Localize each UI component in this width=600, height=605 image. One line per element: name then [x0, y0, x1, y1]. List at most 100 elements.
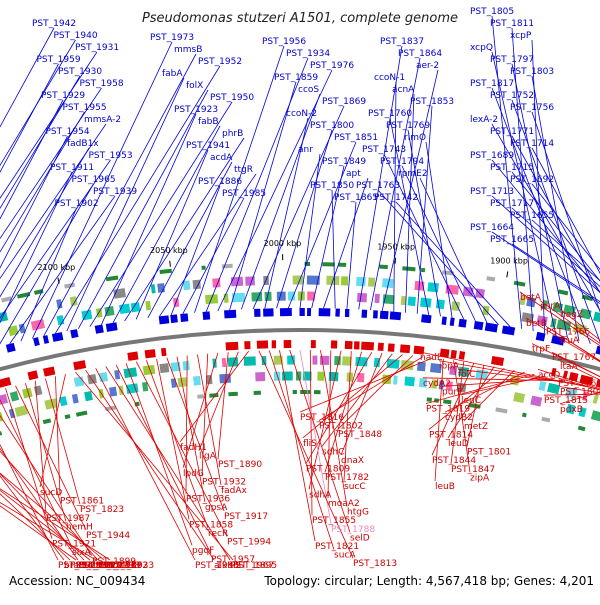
gene-label-plus[interactable]: PST_1689 — [470, 151, 514, 161]
gene-label-plus[interactable]: fadB1x — [67, 139, 99, 149]
gene-label-plus[interactable]: PST_1859 — [274, 73, 318, 83]
gene-label-plus[interactable]: PST_1956 — [262, 37, 306, 47]
gene-label-plus[interactable]: PST_1665 — [490, 235, 534, 245]
gene-label-plus[interactable]: PST_1742 — [374, 193, 418, 203]
gene-label-plus[interactable]: PST_1760 — [368, 109, 412, 119]
gene-label-plus[interactable]: PST_1752 — [490, 91, 534, 101]
gene-label-plus[interactable]: PST_1931 — [75, 43, 119, 53]
gene-label-plus[interactable]: PST_1715 — [490, 163, 534, 173]
gene-label-plus[interactable]: ccoN-2 — [286, 109, 317, 119]
gene-label-plus[interactable]: PST_1837 — [380, 37, 424, 47]
gene-label-minus[interactable]: nagZ — [560, 310, 583, 320]
gene-label-plus[interactable]: PST_1805 — [470, 7, 514, 17]
gene-label-plus[interactable]: lexA-2 — [470, 115, 498, 125]
gene-label-plus[interactable]: PST_1911 — [50, 163, 94, 173]
gene-label-minus[interactable]: ltaA — [560, 362, 579, 372]
gene-label-plus[interactable]: PST_1692 — [510, 175, 554, 185]
gene-label-plus[interactable]: mmsA-2 — [84, 115, 121, 125]
gene-label-plus[interactable]: rimO — [404, 133, 426, 143]
gene-label-plus[interactable]: PST_1713 — [470, 187, 514, 197]
gene-label-plus[interactable]: ccoN-1 — [374, 73, 405, 83]
gene-label-minus[interactable]: ligA — [199, 452, 217, 462]
gene-label-plus[interactable]: PST_1950 — [210, 93, 254, 103]
gene-label-plus[interactable]: PST_1929 — [41, 91, 85, 101]
gene-label-plus[interactable]: apt — [346, 169, 361, 179]
gene-label-minus[interactable]: pdxB — [560, 405, 583, 415]
gene-label-plus[interactable]: PST_1851 — [334, 133, 378, 143]
gene-label-plus[interactable]: fabA — [162, 69, 183, 79]
gene-label-plus[interactable]: ccoS — [298, 85, 319, 95]
gene-label-minus[interactable]: PST_1890 — [218, 460, 262, 470]
gene-label-plus[interactable]: PST_1794 — [380, 157, 424, 167]
gene-label-plus[interactable]: rpmE2 — [398, 169, 428, 179]
gene-label-plus[interactable]: phrB — [222, 129, 243, 139]
gene-label-plus[interactable]: PST_1923 — [174, 105, 218, 115]
gene-label-minus[interactable]: sucC — [344, 482, 366, 492]
gene-label-plus[interactable]: PST_1756 — [510, 103, 554, 113]
gene-label-plus[interactable]: PST_1941 — [186, 141, 230, 151]
gene-label-plus[interactable]: PST_1958 — [80, 79, 124, 89]
gene-label-plus[interactable]: PST_1955 — [63, 103, 107, 113]
gene-label-plus[interactable]: PST_1800 — [310, 121, 354, 131]
gene-label-plus[interactable]: PST_1803 — [510, 67, 554, 77]
gene-label-minus[interactable]: PST_1895 — [233, 561, 277, 571]
gene-label-plus[interactable]: PST_1985 — [222, 189, 266, 199]
gene-label-minus[interactable]: sixA — [72, 548, 92, 558]
gene-label-minus[interactable]: ibpA — [439, 362, 460, 372]
gene-label-minus[interactable]: leuB — [435, 482, 455, 492]
gene-label-plus[interactable]: PST_1717 — [490, 199, 534, 209]
gene-label-plus[interactable]: xcpQ — [470, 43, 493, 53]
gene-label-plus[interactable]: PST_1817 — [470, 79, 514, 89]
gene-label-plus[interactable]: PST_1865 — [334, 193, 378, 203]
gene-label-plus[interactable]: folX — [186, 81, 203, 91]
gene-label-plus[interactable]: PST_1902 — [55, 199, 99, 209]
gene-label-plus[interactable]: mmsB — [174, 45, 202, 55]
gene-label-plus[interactable]: acdA — [210, 153, 233, 163]
gene-label-plus[interactable]: aer-2 — [416, 61, 439, 71]
gene-label-plus[interactable]: PST_1763 — [356, 181, 400, 191]
gene-label-plus[interactable]: PST_1959 — [37, 55, 81, 65]
gene-label-minus[interactable]: PST_1938 — [96, 561, 140, 571]
gene-label-plus[interactable]: PST_1886 — [198, 177, 242, 187]
gene-label-minus[interactable]: PST_1848 — [338, 430, 382, 440]
gene-label-plus[interactable]: acnA — [392, 85, 415, 95]
gene-label-minus[interactable]: trpF — [532, 345, 550, 355]
gene-label-plus[interactable]: PST_1853 — [410, 97, 454, 107]
gene-label-plus[interactable]: PST_1811 — [490, 19, 534, 29]
gene-label-plus[interactable]: xcpP — [510, 31, 532, 41]
gene-label-minus[interactable]: lpdG — [183, 469, 204, 479]
gene-label-plus[interactable]: PST_1869 — [322, 97, 366, 107]
gene-label-minus[interactable]: sucD — [40, 488, 62, 498]
gene-label-plus[interactable]: ttgR — [234, 165, 253, 175]
gene-label-plus[interactable]: PST_1934 — [286, 49, 330, 59]
gene-label-plus[interactable]: PST_1976 — [310, 61, 354, 71]
gene-label-plus[interactable]: PST_1714 — [510, 139, 554, 149]
gene-label-plus[interactable]: fabB — [198, 117, 219, 127]
gene-label-plus[interactable]: PST_1769 — [386, 121, 430, 131]
gene-label-plus[interactable]: PST_1864 — [398, 49, 442, 59]
gene-label-minus[interactable]: betA — [520, 293, 542, 303]
gene-label-plus[interactable]: PST_1939 — [93, 187, 137, 197]
gene-label-plus[interactable]: PST_1850 — [310, 181, 354, 191]
gene-label-minus[interactable]: psrA — [540, 302, 561, 312]
gene-label-minus[interactable]: truA — [560, 336, 580, 346]
gene-label-plus[interactable]: PST_1942 — [32, 19, 76, 29]
gene-label-plus[interactable]: anr — [298, 145, 313, 155]
gene-label-plus[interactable]: PST_1973 — [150, 33, 194, 43]
gene-label-plus[interactable]: PST_1771 — [490, 127, 534, 137]
gene-label-minus[interactable]: betB — [526, 319, 547, 329]
gene-label-minus[interactable]: leuD — [448, 439, 469, 449]
gene-label-minus[interactable]: PST_1813 — [353, 559, 397, 569]
gene-label-minus[interactable]: PST_1994 — [227, 538, 271, 548]
gene-label-plus[interactable]: PST_1940 — [54, 31, 98, 41]
gene-label-plus[interactable]: PST_1743 — [362, 145, 406, 155]
gene-label-plus[interactable]: PST_1954 — [46, 127, 90, 137]
gene-label-plus[interactable]: PST_1953 — [89, 151, 133, 161]
gene-label-minus[interactable]: folC — [458, 370, 475, 380]
gene-label-plus[interactable]: PST_1849 — [322, 157, 366, 167]
gene-label-minus[interactable]: purF — [442, 387, 462, 397]
gene-label-minus[interactable]: zipA — [470, 473, 490, 483]
gene-label-plus[interactable]: PST_1655 — [510, 211, 554, 221]
gene-label-plus[interactable]: PST_1930 — [58, 67, 102, 77]
gene-label-plus[interactable]: PST_1952 — [198, 57, 242, 67]
